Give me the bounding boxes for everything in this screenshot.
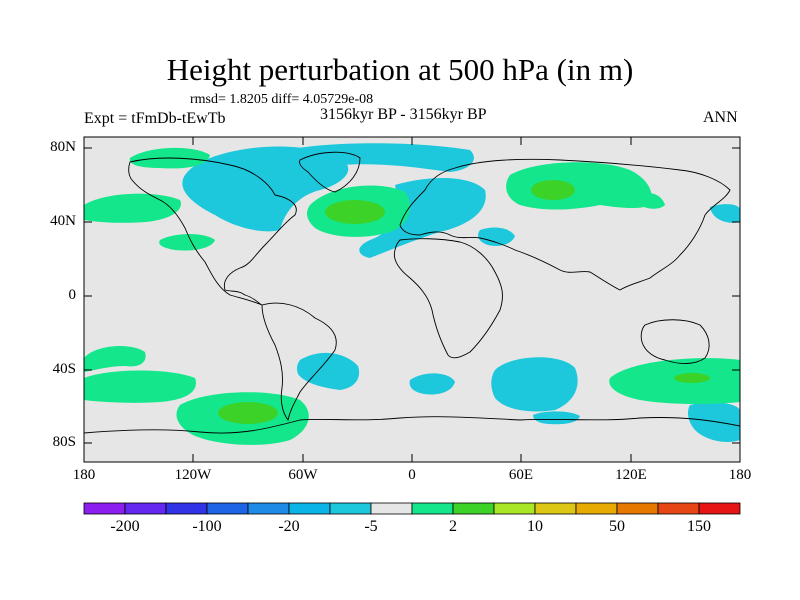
lat-label-80n: 80N <box>50 139 76 155</box>
colorbar-swatch <box>657 502 700 515</box>
lon-label-120e: 120E <box>615 467 647 483</box>
lon-label-180w: 180 <box>72 467 96 483</box>
colorbar-swatch <box>698 502 741 515</box>
colorbar-swatch <box>247 502 290 515</box>
positive-anomaly-north-pacific <box>84 193 181 223</box>
lon-label-0: 0 <box>408 467 416 483</box>
colorbar-label: -20 <box>278 518 300 535</box>
colorbar-label: -200 <box>110 518 140 535</box>
negative-anomaly-antarctic-pacific <box>687 402 740 442</box>
colorbar-label: 150 <box>687 518 711 535</box>
coastline-north-america <box>128 157 297 306</box>
coastline-south-america <box>261 302 337 422</box>
strong-anomaly-tasman <box>674 373 710 383</box>
coastlines <box>83 151 741 434</box>
negative-anomaly-north-atlantic <box>182 146 349 232</box>
positive-anomaly-south-pacific-west <box>84 346 146 372</box>
coastline-greenland <box>299 151 361 193</box>
negative-anomaly-europe <box>359 178 486 258</box>
colorbar-swatch <box>616 502 659 515</box>
negative-anomaly-south-atlantic <box>296 352 360 390</box>
experiment-label: Expt = tFmDb-tEwTb <box>84 110 226 127</box>
anomaly-shading <box>84 143 740 445</box>
map-title: Height perturbation at 500 hPa (in m) <box>166 52 634 87</box>
colorbar-swatch <box>493 502 536 515</box>
lat-label-40s: 40S <box>52 361 76 377</box>
strong-anomaly-southern-ocean <box>218 402 278 424</box>
negative-anomaly-arctic <box>285 143 474 172</box>
coastline-eurasia <box>399 158 731 291</box>
lat-label-80s: 80S <box>52 434 76 450</box>
colorbar-swatch <box>206 502 249 515</box>
lat-label-40n: 40N <box>50 213 76 229</box>
negative-anomaly-south-indian <box>533 411 580 425</box>
colorbar-swatch <box>124 502 167 515</box>
coastline-antarctica <box>83 416 741 434</box>
lon-label-180e: 180 <box>728 467 752 483</box>
colorbar-label: 2 <box>449 518 457 535</box>
rmsd-diff-stats: rmsd= 1.8205 diff= 4.05729e-08 <box>190 92 374 107</box>
lon-label-60e: 60E <box>508 467 534 483</box>
period-label: 3156kyr BP - 3156kyr BP <box>320 106 487 123</box>
positive-anomaly-north-america <box>159 234 215 251</box>
positive-anomaly-australia-south <box>609 358 740 405</box>
axis-ticks <box>83 137 741 462</box>
colorbar-swatch <box>83 502 126 515</box>
coastline-africa <box>393 238 503 359</box>
colorbar-swatch <box>329 502 372 515</box>
positive-anomaly-south-pacific <box>84 370 196 403</box>
colorbar-swatch <box>165 502 208 515</box>
colorbar-swatch <box>288 502 331 515</box>
colorbar-label: 10 <box>527 518 543 535</box>
season-label: ANN <box>703 109 738 126</box>
positive-anomaly-east-asia <box>640 193 665 209</box>
colorbar-swatch <box>534 502 577 515</box>
lon-label-120w: 120W <box>174 467 212 483</box>
strong-anomaly-siberia <box>531 180 575 200</box>
colorbar-swatch <box>370 502 413 515</box>
negative-anomaly-indian-ocean <box>491 357 578 412</box>
lon-label-60w: 60W <box>288 467 318 483</box>
colorbar-swatch <box>411 502 454 515</box>
negative-anomaly-west-pacific <box>710 204 740 223</box>
colorbar-swatch <box>575 502 618 515</box>
lat-label-0: 0 <box>68 287 77 303</box>
colorbar-label: -100 <box>192 518 222 535</box>
colorbar-swatch <box>452 502 495 515</box>
colorbar-label: -5 <box>364 518 378 535</box>
negative-anomaly-west-asia <box>478 227 515 246</box>
strong-anomaly-mid-atlantic <box>325 200 385 224</box>
coastline-australia <box>640 319 710 364</box>
negative-anomaly-south-africa <box>409 373 455 395</box>
colorbar-label: 50 <box>609 518 625 535</box>
colorbar <box>83 502 741 515</box>
